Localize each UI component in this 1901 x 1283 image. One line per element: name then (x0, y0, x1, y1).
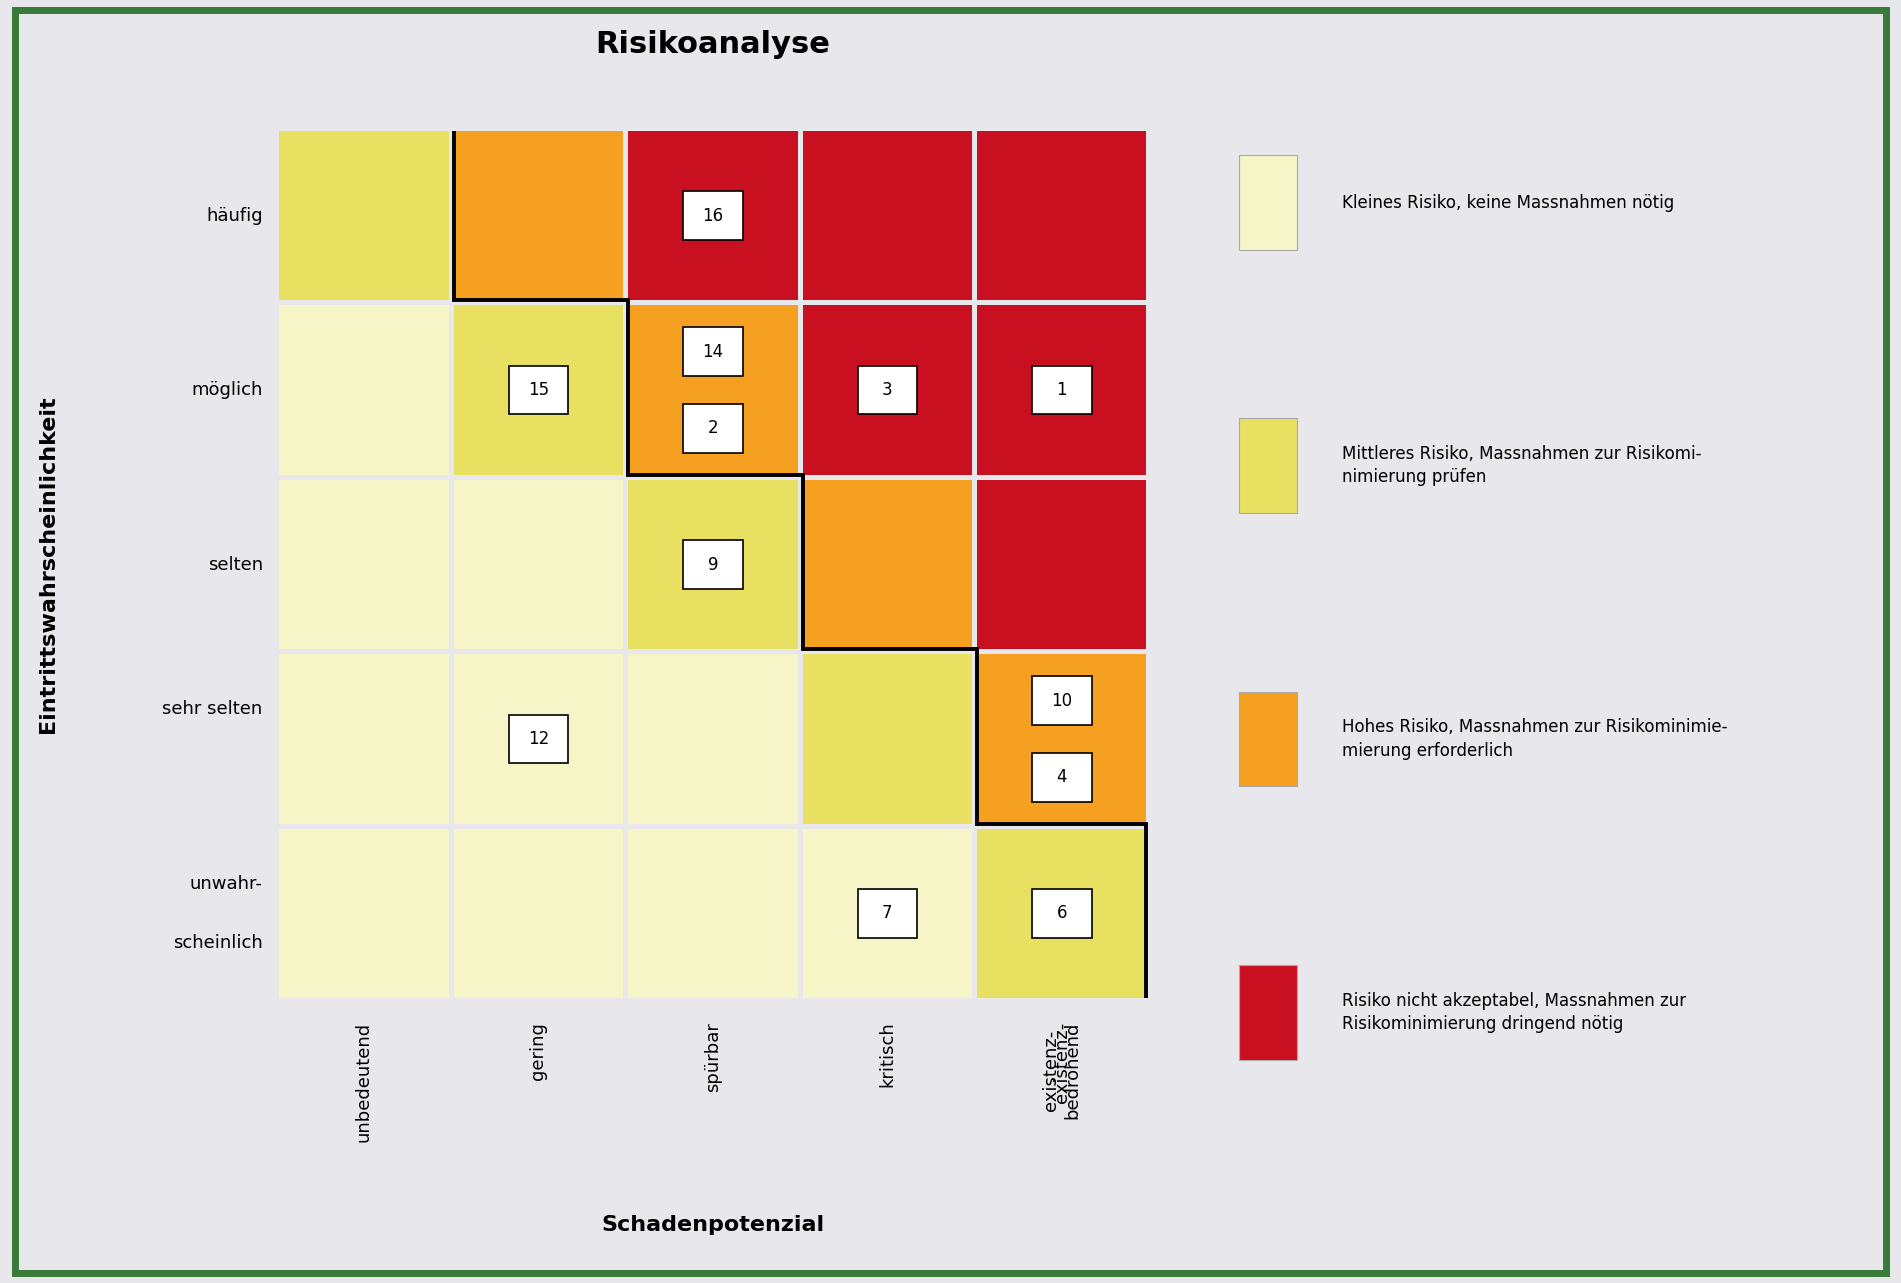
Text: 16: 16 (701, 207, 724, 225)
Bar (977, 480, 1146, 649)
Bar (627, 131, 798, 300)
Text: Hohes Risiko, Massnahmen zur Risikominimie-
mierung erforderlich: Hohes Risiko, Massnahmen zur Risikominim… (1342, 718, 1728, 760)
Bar (279, 305, 449, 475)
Bar (802, 305, 971, 475)
Text: Mittleres Risiko, Massnahmen zur Risikomi-
nimierung prüfen: Mittleres Risiko, Massnahmen zur Risikom… (1342, 445, 1701, 486)
Text: Schadenpotenzial: Schadenpotenzial (601, 1215, 825, 1236)
Bar (454, 480, 624, 649)
Text: 2: 2 (707, 420, 719, 438)
Bar (1239, 155, 1296, 250)
Text: Eintrittswahrscheinlichkeit: Eintrittswahrscheinlichkeit (38, 395, 57, 734)
Text: Kleines Risiko, keine Massnahmen nötig: Kleines Risiko, keine Massnahmen nötig (1342, 194, 1675, 212)
Text: existenz-: existenz- (1053, 1021, 1070, 1103)
Text: 1: 1 (1057, 381, 1066, 399)
Bar (279, 829, 449, 998)
Bar (802, 131, 971, 300)
Text: existenz-
bedrohend: existenz- bedrohend (1042, 1021, 1082, 1119)
Bar (454, 829, 624, 998)
Text: 4: 4 (1057, 769, 1066, 786)
FancyBboxPatch shape (682, 191, 743, 240)
FancyBboxPatch shape (857, 366, 916, 414)
Text: gering: gering (528, 1021, 547, 1079)
Bar (802, 480, 971, 649)
Bar (1239, 692, 1296, 786)
Text: Risikoanalyse: Risikoanalyse (595, 31, 831, 59)
Bar (279, 480, 449, 649)
Bar (977, 305, 1146, 475)
Bar (977, 829, 1146, 998)
Text: unbedeutend: unbedeutend (355, 1021, 373, 1142)
FancyBboxPatch shape (1032, 366, 1091, 414)
Bar (1239, 965, 1296, 1060)
Text: 6: 6 (1057, 905, 1066, 922)
Text: 14: 14 (701, 343, 724, 361)
Bar (627, 480, 798, 649)
Text: 7: 7 (882, 905, 893, 922)
Text: kritisch: kritisch (878, 1021, 897, 1088)
Text: scheinlich: scheinlich (173, 934, 262, 952)
Bar (977, 131, 1146, 300)
Bar (802, 654, 971, 824)
Bar (1239, 418, 1296, 513)
Text: 15: 15 (528, 381, 549, 399)
Bar (627, 654, 798, 824)
Text: selten: selten (207, 556, 262, 574)
FancyBboxPatch shape (1032, 889, 1091, 938)
FancyBboxPatch shape (509, 715, 568, 763)
Text: möglich: möglich (192, 381, 262, 399)
Bar (802, 829, 971, 998)
Text: Risiko nicht akzeptabel, Massnahmen zur
Risikominimierung dringend nötig: Risiko nicht akzeptabel, Massnahmen zur … (1342, 992, 1686, 1034)
Text: 12: 12 (528, 730, 549, 748)
Text: unwahr-: unwahr- (190, 875, 262, 893)
Bar (454, 131, 624, 300)
FancyBboxPatch shape (682, 540, 743, 589)
Bar (454, 654, 624, 824)
FancyBboxPatch shape (682, 404, 743, 453)
FancyBboxPatch shape (1032, 753, 1091, 802)
Text: häufig: häufig (205, 207, 262, 225)
Bar (454, 305, 624, 475)
FancyBboxPatch shape (682, 327, 743, 376)
FancyBboxPatch shape (857, 889, 916, 938)
Bar (627, 829, 798, 998)
Text: spürbar: spürbar (703, 1021, 722, 1092)
Text: sehr selten: sehr selten (162, 701, 262, 718)
Text: 10: 10 (1051, 692, 1072, 709)
Text: 3: 3 (882, 381, 893, 399)
FancyBboxPatch shape (1032, 676, 1091, 725)
Bar (279, 131, 449, 300)
FancyBboxPatch shape (509, 366, 568, 414)
Bar (627, 305, 798, 475)
Bar (977, 654, 1146, 824)
Text: 9: 9 (707, 556, 719, 574)
Bar (279, 654, 449, 824)
